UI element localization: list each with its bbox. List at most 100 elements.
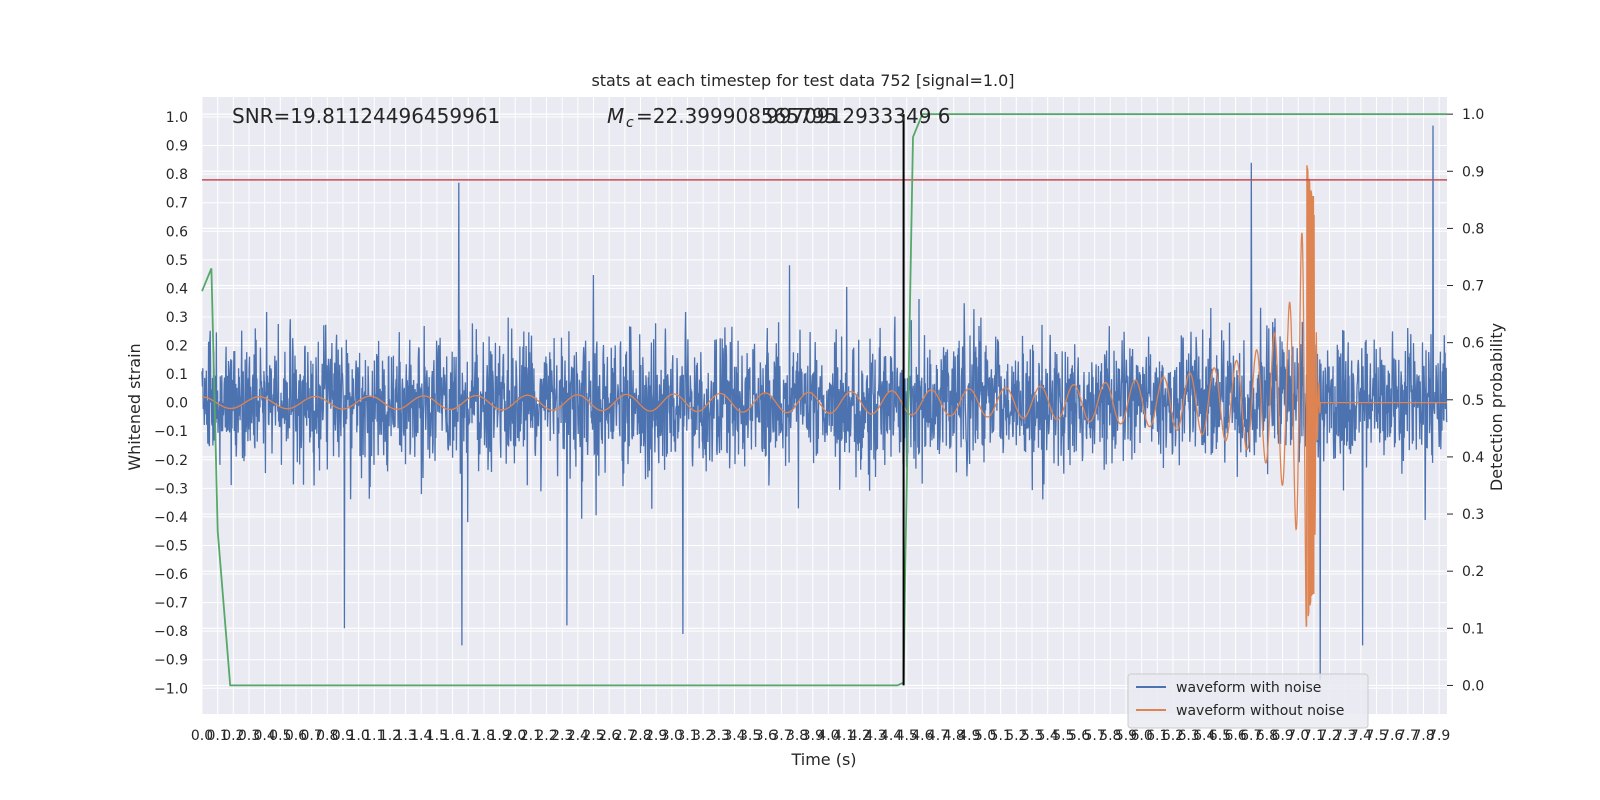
x-tick-label: 4.8 [943,728,965,744]
x-tick-label: 6.0 [1130,728,1152,744]
x-tick-label: 4.4 [880,728,902,744]
y-tick-label-right: 0.2 [1462,564,1484,580]
x-tick-label: 7.2 [1318,728,1340,744]
legend: waveform with noise waveform without noi… [1127,673,1369,729]
x-tick-label: 5.5 [1052,728,1074,744]
mc-annotation: M c =22.399908565795 9970912933349 6 [607,104,951,131]
x-tick-label: 4.2 [849,728,871,744]
x-tick-label: 0.0 [191,728,213,744]
x-tick-label: 1.7 [457,728,479,744]
y-tick-label-left: −0.5 [154,538,188,554]
x-axis-label: Time (s) [790,750,856,769]
y-tick-label-left: 0.1 [166,367,188,383]
x-tick-label: 4.3 [864,728,886,744]
x-tick-label: 1.0 [347,728,369,744]
legend-label-clean: waveform without noise [1176,703,1344,719]
x-tick-label: 5.9 [1115,728,1137,744]
y-tick-label-left: −0.8 [154,624,188,640]
y-tick-label-left: −0.6 [154,567,188,583]
x-tick-label: 6.2 [1162,728,1184,744]
y-tick-label-right: 0.7 [1462,279,1484,295]
y-tick-label-left: 0.4 [166,281,188,297]
x-tick-label: 4.7 [927,728,949,744]
x-tick-label: 6.5 [1209,728,1231,744]
x-tick-label: 2.6 [598,728,620,744]
plot-area: 0.00.10.20.30.40.50.60.70.80.91.01.11.21… [154,97,1484,744]
y-tick-label-left: −0.7 [154,596,188,612]
x-tick-label: 2.5 [582,728,604,744]
y-tick-label-left: −0.9 [154,653,188,669]
x-tick-label: 0.8 [316,728,338,744]
x-tick-label: 1.2 [379,728,401,744]
x-tick-label: 0.1 [207,728,229,744]
x-tick-label: 2.2 [535,728,557,744]
x-tick-label: 4.6 [911,728,933,744]
x-tick-label: 2.4 [567,728,589,744]
x-tick-label: 7.0 [1287,728,1309,744]
x-tick-label: 7.7 [1397,728,1419,744]
y-axis-label-left: Whitened strain [125,343,144,470]
snr-annotation: SNR=19.81124496459961 [232,104,500,128]
x-tick-label: 3.9 [802,728,824,744]
y-tick-label-left: −0.4 [154,510,188,526]
y-tick-label-left: 0.9 [166,139,188,155]
x-tick-label: 0.7 [300,728,322,744]
x-tick-label: 2.9 [645,728,667,744]
overlap-annotation: 9970912933349 6 [766,104,951,128]
x-tick-label: 3.4 [723,728,745,744]
y-tick-label-right: 1.0 [1462,107,1484,123]
x-tick-label: 6.8 [1256,728,1278,744]
x-tick-label: 1.4 [410,728,432,744]
legend-box [1127,673,1369,729]
x-tick-label: 7.3 [1334,728,1356,744]
x-tick-label: 6.4 [1193,728,1215,744]
x-tick-label: 2.1 [520,728,542,744]
x-tick-label: 6.7 [1240,728,1262,744]
y-tick-label-left: −0.1 [154,424,188,440]
legend-label-noise: waveform with noise [1176,680,1321,696]
x-tick-label: 1.6 [441,728,463,744]
x-tick-label: 4.0 [817,728,839,744]
y-tick-label-left: 0.5 [166,253,188,269]
y-tick-label-right: 0.5 [1462,393,1484,409]
series-line-probability [201,113,1447,687]
x-tick-label: 5.3 [1021,728,1043,744]
x-tick-label: 3.6 [755,728,777,744]
x-tick-label: 5.6 [1068,728,1090,744]
series-line-clean [202,165,1447,627]
y-tick-label-right: 0.8 [1462,221,1484,237]
y-tick-label-right: 0.0 [1462,678,1484,694]
y-tick-label-left: 1.0 [166,110,188,126]
x-tick-label: 1.1 [363,728,385,744]
x-tick-label: 3.5 [739,728,761,744]
y-tick-label-left: 0.2 [166,339,188,355]
x-tick-label: 0.3 [238,728,260,744]
x-tick-label: 0.5 [269,728,291,744]
y-axis-label-right: Detection probability [1487,323,1506,491]
mc-subscript: c [626,115,634,131]
x-tick-label: 0.4 [254,728,276,744]
x-tick-label: 7.4 [1350,728,1372,744]
y-tick-label-left: 0.3 [166,310,188,326]
x-tick-label: 2.7 [614,728,636,744]
x-tick-label: 2.3 [551,728,573,744]
x-tick-label: 7.1 [1303,728,1325,744]
y-tick-label-left: −0.2 [154,453,188,469]
x-tick-label: 3.7 [770,728,792,744]
y-tick-label-left: 0.7 [166,196,188,212]
x-tick-label: 3.1 [676,728,698,744]
y-tick-label-left: 0.8 [166,167,188,183]
x-tick-label: 0.9 [332,728,354,744]
x-tick-label: 1.9 [488,728,510,744]
x-tick-label: 2.0 [504,728,526,744]
x-tick-label: 7.8 [1412,728,1434,744]
x-tick-label: 5.2 [1005,728,1027,744]
x-tick-label: 7.6 [1381,728,1403,744]
x-tick-label: 3.3 [708,728,730,744]
y-tick-label-right: 0.1 [1462,621,1484,637]
y-tick-label-left: −0.3 [154,481,188,497]
y-tick-label-right: 0.3 [1462,507,1484,523]
y-tick-label-right: 0.6 [1462,336,1484,352]
chart-title: stats at each timestep for test data 752… [591,71,1014,90]
